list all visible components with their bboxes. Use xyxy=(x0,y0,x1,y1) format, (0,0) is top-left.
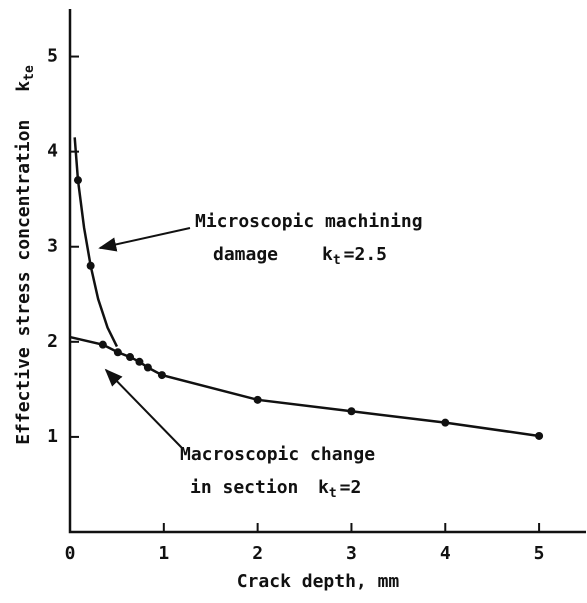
annotation-line: Macroscopic change xyxy=(180,444,375,465)
curve xyxy=(73,137,119,348)
x-tick-label: 5 xyxy=(534,543,545,564)
annotation-kt: kt =2 xyxy=(318,477,361,501)
y-tick-label: 5 xyxy=(47,46,58,67)
x-tick-label: 2 xyxy=(252,543,263,564)
y-tick-label: 2 xyxy=(47,331,58,352)
annotation-line: Microscopic machining xyxy=(195,211,423,232)
x-tick-label: 1 xyxy=(158,543,169,564)
data-point xyxy=(143,363,152,372)
subscript: t xyxy=(333,253,341,268)
annotation-kt: kt =2.5 xyxy=(322,244,387,268)
y-tick-label: 4 xyxy=(47,141,58,162)
subscript: t xyxy=(329,486,337,501)
arrow xyxy=(98,227,191,252)
symbol: k xyxy=(318,477,329,498)
data-point xyxy=(441,418,450,427)
curve xyxy=(69,335,540,438)
x-tick-label: 4 xyxy=(440,543,451,564)
annotation-line: in section xyxy=(190,477,298,498)
y-tick-label: 1 xyxy=(47,426,58,447)
x-tick-label: 3 xyxy=(346,543,357,564)
data-point xyxy=(535,431,544,440)
data-point xyxy=(347,407,356,416)
data-point xyxy=(157,371,166,380)
y-label-symbol: k xyxy=(13,81,34,92)
relation: =2 xyxy=(340,477,362,498)
data-point xyxy=(113,348,122,357)
y-label-subscript: te xyxy=(22,65,37,81)
data-point xyxy=(86,261,95,270)
x-axis-label: Crack depth, mm xyxy=(237,571,400,592)
data-point xyxy=(126,353,135,362)
symbol: k xyxy=(322,244,333,265)
data-point xyxy=(253,395,262,404)
arrow xyxy=(104,368,183,449)
y-axis-label: Effective stress concentration kte xyxy=(13,65,37,445)
data-point xyxy=(73,176,82,185)
y-label-text: Effective stress concentration xyxy=(13,120,34,445)
data-point xyxy=(98,340,107,349)
annotation-line: damage xyxy=(213,244,278,265)
data-point xyxy=(135,357,144,366)
x-tick-label: 0 xyxy=(65,543,76,564)
y-tick-label: 3 xyxy=(47,236,58,257)
relation: =2.5 xyxy=(344,244,387,265)
